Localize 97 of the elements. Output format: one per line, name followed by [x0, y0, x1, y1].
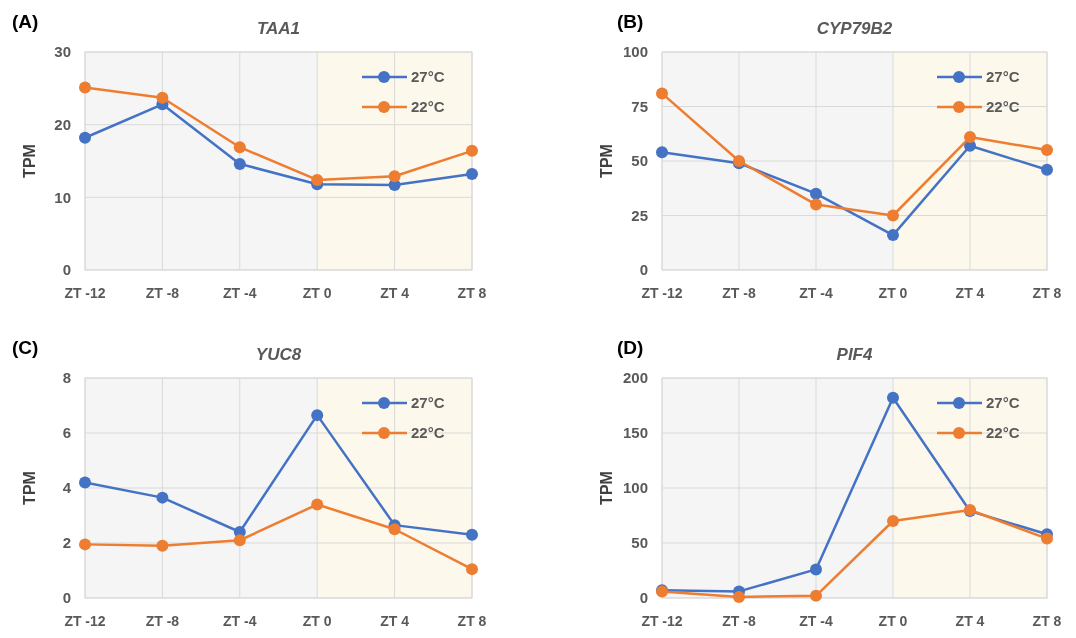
chart-title: PIF4	[836, 345, 873, 364]
x-tick-label: ZT -8	[722, 613, 756, 629]
point	[466, 563, 478, 576]
point	[810, 563, 822, 576]
y-tick-label: 8	[62, 369, 71, 387]
legend-label: 27°C	[411, 394, 445, 412]
y-tick-label: 0	[639, 589, 648, 607]
y-tick-label: 200	[622, 369, 648, 387]
point	[810, 187, 822, 200]
x-tick-label: ZT 0	[878, 285, 908, 301]
y-tick-label: 4	[62, 479, 72, 497]
x-tick-label: ZT 8	[457, 285, 487, 301]
point	[810, 198, 822, 211]
point	[156, 539, 169, 552]
point	[810, 589, 822, 602]
y-tick-label: 150	[622, 424, 648, 442]
legend-label: 27°C	[986, 394, 1020, 412]
point	[1041, 163, 1053, 176]
point	[887, 229, 899, 242]
point	[466, 168, 478, 181]
legend-label: 22°C	[411, 98, 445, 116]
point	[311, 173, 324, 186]
y-tick-label: 100	[622, 479, 648, 497]
x-tick-label: ZT 8	[457, 613, 487, 629]
legend-label: 22°C	[411, 424, 445, 442]
legend-label: 22°C	[986, 98, 1020, 116]
x-tick-label: ZT -4	[223, 285, 257, 301]
y-tick-label: 0	[62, 261, 71, 279]
x-tick-label: ZT -12	[64, 613, 106, 629]
x-tick-label: ZT 8	[1032, 285, 1062, 301]
point	[233, 157, 246, 170]
point	[156, 491, 169, 504]
point	[311, 498, 324, 511]
point	[79, 476, 91, 489]
x-tick-label: ZT -12	[64, 285, 106, 301]
x-tick-label: ZT -4	[799, 613, 833, 629]
y-axis-title: TPM	[598, 471, 615, 505]
point	[311, 409, 324, 422]
legend-label: 27°C	[986, 68, 1020, 86]
x-tick-label: ZT 0	[878, 613, 908, 629]
chart-title: CYP79B2	[816, 19, 893, 38]
x-tick-label: ZT 4	[380, 613, 410, 629]
text: (D)	[617, 337, 644, 358]
y-tick-label: 50	[631, 534, 648, 552]
y-axis-title: TPM	[21, 471, 38, 505]
point	[887, 515, 899, 527]
x-tick-label: ZT 4	[955, 613, 985, 629]
x-tick-label: ZT -8	[145, 613, 180, 629]
chart-title: YUC8	[255, 345, 302, 364]
point	[156, 91, 169, 104]
point	[887, 209, 899, 222]
y-tick-label: 6	[62, 424, 71, 442]
x-tick-label: ZT 0	[302, 285, 332, 301]
chart-title: TAA1	[256, 19, 301, 38]
point	[656, 87, 668, 100]
y-tick-label: 30	[54, 43, 71, 61]
point	[79, 81, 91, 94]
legend-label: 27°C	[411, 68, 445, 86]
y-tick-label: 10	[54, 188, 71, 206]
point	[887, 391, 899, 404]
point	[233, 141, 246, 154]
x-tick-label: ZT -8	[722, 285, 756, 301]
y-tick-label: 25	[631, 206, 648, 224]
point	[79, 538, 91, 551]
x-tick-label: ZT -12	[641, 285, 683, 301]
text: (C)	[12, 337, 39, 358]
point	[656, 146, 668, 159]
y-tick-label: 2	[62, 534, 71, 552]
x-tick-label: ZT -8	[145, 285, 180, 301]
point	[388, 523, 401, 536]
point	[233, 534, 246, 547]
text: (B)	[617, 11, 644, 32]
y-axis-title: TPM	[598, 144, 615, 178]
legend-label: 22°C	[986, 424, 1020, 442]
x-tick-label: ZT 4	[955, 285, 985, 301]
x-tick-label: ZT 8	[1032, 613, 1062, 629]
y-tick-label: 75	[631, 97, 648, 115]
y-tick-label: 20	[54, 115, 71, 133]
point	[466, 528, 478, 541]
y-tick-label: 0	[639, 261, 648, 279]
x-tick-label: ZT -4	[799, 285, 833, 301]
x-tick-label: ZT 0	[302, 613, 332, 629]
point	[733, 590, 745, 603]
point	[1041, 144, 1053, 157]
point	[466, 144, 478, 157]
x-tick-label: ZT -12	[641, 613, 683, 629]
y-axis-title: TPM	[21, 144, 38, 178]
text: (A)	[12, 11, 39, 32]
point	[964, 131, 976, 144]
y-tick-label: 50	[631, 152, 648, 170]
x-tick-label: ZT 4	[380, 285, 410, 301]
point	[1041, 532, 1053, 545]
x-tick-label: ZT -4	[223, 613, 257, 629]
point	[388, 170, 401, 183]
y-tick-label: 100	[622, 43, 648, 61]
point	[79, 131, 91, 144]
y-tick-label: 0	[62, 589, 71, 607]
